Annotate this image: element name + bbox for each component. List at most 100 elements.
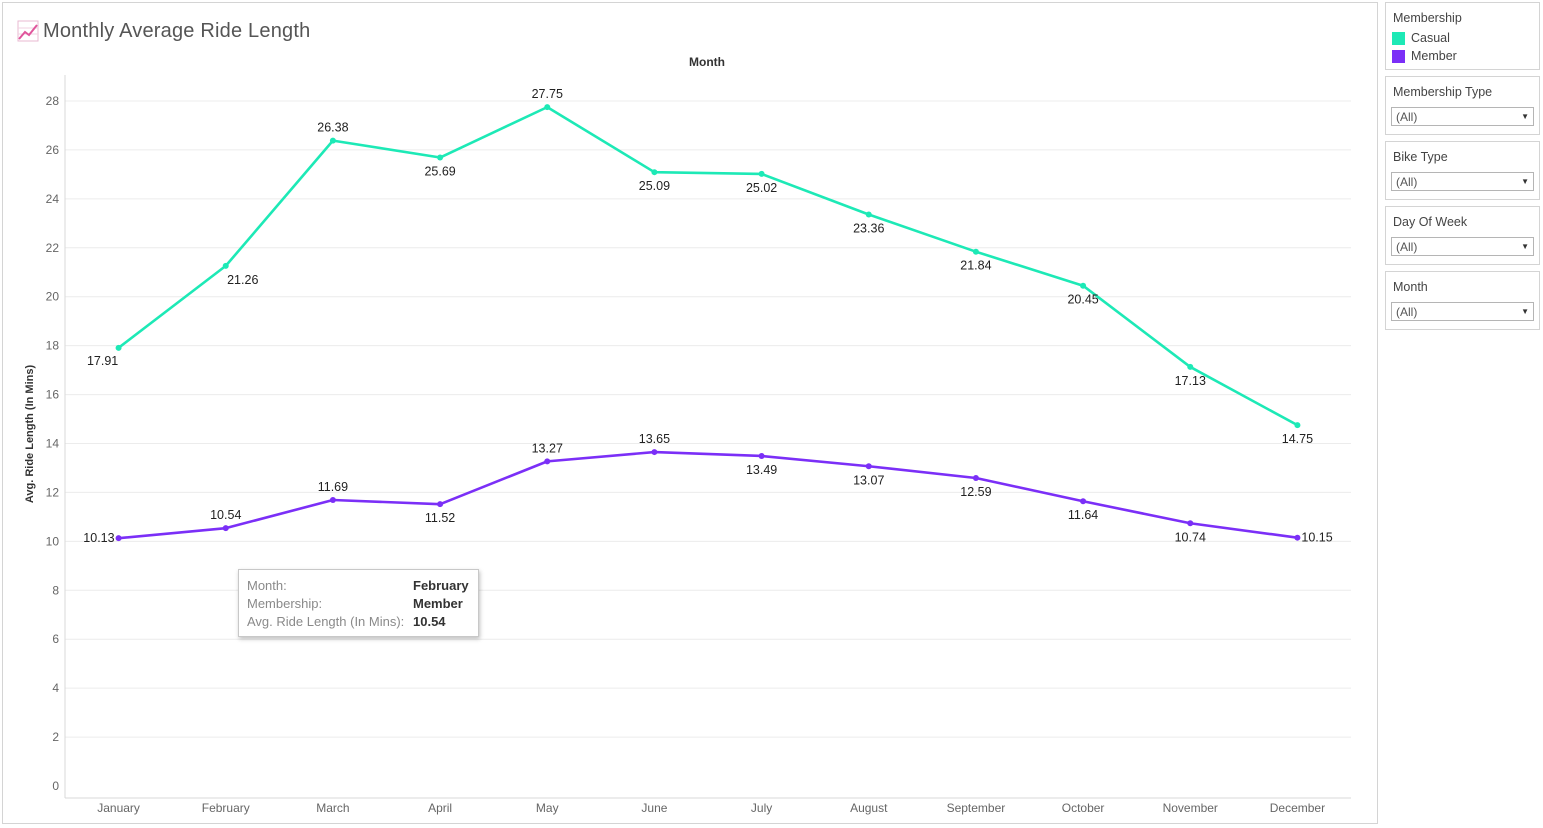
- data-point-casual[interactable]: [329, 137, 336, 144]
- tooltip-value: Member: [413, 596, 463, 611]
- bike-type-dropdown[interactable]: (All) ▼: [1391, 172, 1534, 191]
- data-label-casual: 17.91: [87, 354, 118, 368]
- data-label-member: 13.49: [746, 463, 777, 477]
- data-point-member[interactable]: [437, 501, 444, 508]
- x-tick-label: June: [641, 801, 667, 815]
- x-tick-label: February: [202, 801, 250, 815]
- chevron-down-icon: ▼: [1521, 242, 1529, 251]
- data-point-member[interactable]: [758, 452, 765, 459]
- legend-title: Membership: [1393, 11, 1462, 25]
- data-label-casual: 25.69: [424, 165, 455, 179]
- data-point-casual[interactable]: [437, 154, 444, 161]
- filter-title: Month: [1393, 280, 1428, 294]
- series-lines: [117, 105, 1299, 540]
- data-point-casual[interactable]: [1187, 363, 1194, 370]
- tooltip-value: February: [413, 578, 469, 593]
- data-label-casual: 17.13: [1175, 374, 1206, 388]
- data-label-casual: 20.45: [1067, 293, 1098, 307]
- title-row: Monthly Average Ride Length: [17, 17, 310, 45]
- data-point-casual[interactable]: [544, 104, 551, 111]
- x-tick-label: May: [536, 801, 559, 815]
- x-tick-label: March: [316, 801, 349, 815]
- series-line-member: [118, 450, 1298, 540]
- data-point-casual[interactable]: [972, 248, 979, 255]
- data-point-member[interactable]: [222, 525, 229, 532]
- data-labels: 17.91 21.26 26.38 25.69 27.75 25.09 25.02 23.36…: [83, 87, 1332, 545]
- data-point-member[interactable]: [865, 463, 872, 470]
- data-point-member[interactable]: [651, 449, 658, 456]
- filter-title: Bike Type: [1393, 150, 1448, 164]
- filter-membership-type: Membership Type (All) ▼: [1385, 76, 1540, 135]
- x-tick-label: August: [850, 801, 888, 815]
- data-point-casual[interactable]: [115, 344, 122, 351]
- axes: [64, 75, 1351, 799]
- y-tick-label: 20: [46, 290, 60, 304]
- dropdown-value: (All): [1396, 174, 1418, 189]
- legend-item-member[interactable]: Member: [1386, 47, 1539, 65]
- tooltip-row-ride-length: Avg. Ride Length (In Mins): 10.54: [247, 613, 470, 631]
- data-label-member: 11.69: [318, 480, 348, 494]
- data-point-casual[interactable]: [1294, 422, 1301, 429]
- data-label-member: 13.07: [853, 473, 884, 487]
- data-point-member[interactable]: [329, 497, 336, 504]
- y-tick-label: 16: [46, 388, 60, 402]
- data-point-casual[interactable]: [865, 211, 872, 218]
- dropdown-value: (All): [1396, 239, 1418, 254]
- data-point-casual[interactable]: [651, 169, 658, 176]
- data-label-member: 13.27: [532, 441, 563, 455]
- data-point-member[interactable]: [972, 474, 979, 481]
- side-panel: Membership Casual Member Membership Type…: [1385, 2, 1540, 336]
- membership-type-dropdown[interactable]: (All) ▼: [1391, 107, 1534, 126]
- y-tick-label: 12: [46, 485, 60, 499]
- data-point-member[interactable]: [1080, 498, 1087, 505]
- x-tick-label: April: [428, 801, 452, 815]
- month-dropdown[interactable]: (All) ▼: [1391, 302, 1534, 321]
- data-label-member: 10.54: [210, 508, 241, 522]
- tooltip-row-membership: Membership: Member: [247, 595, 470, 613]
- data-label-member: 13.65: [639, 432, 670, 446]
- filter-month: Month (All) ▼: [1385, 271, 1540, 330]
- data-point-casual[interactable]: [222, 262, 229, 269]
- legend-card: Membership Casual Member: [1385, 2, 1540, 70]
- data-point-member[interactable]: [115, 535, 122, 542]
- x-tick-label: January: [97, 801, 140, 815]
- data-point-member[interactable]: [544, 458, 551, 465]
- y-tick-label: 26: [46, 143, 60, 157]
- tooltip-key: Membership:: [247, 596, 323, 611]
- y-tick-label: 4: [52, 681, 59, 695]
- day-of-week-dropdown[interactable]: (All) ▼: [1391, 237, 1534, 256]
- legend-swatch-member: [1392, 49, 1405, 63]
- data-label-member: 11.52: [425, 511, 455, 525]
- x-tick-label: July: [751, 801, 772, 815]
- series-points: [115, 104, 1301, 542]
- data-label-casual: 21.84: [960, 259, 991, 273]
- series-line-casual: [117, 105, 1299, 427]
- y-tick-label: 8: [52, 583, 59, 597]
- legend-label: Casual: [1411, 31, 1450, 45]
- chart-worksheet: Monthly Average Ride Length 0 2 4 6 8 10 12 14 1…: [2, 2, 1378, 824]
- data-point-member[interactable]: [1187, 520, 1194, 527]
- tooltip-key: Avg. Ride Length (In Mins):: [247, 614, 405, 629]
- x-tick-label: October: [1062, 801, 1105, 815]
- y-tick-label: 10: [46, 534, 60, 548]
- x-tick-label: December: [1270, 801, 1325, 815]
- data-point-casual[interactable]: [758, 170, 765, 177]
- y-tick-label: 0: [52, 779, 59, 793]
- data-label-casual: 25.02: [746, 181, 777, 195]
- filter-bike-type: Bike Type (All) ▼: [1385, 141, 1540, 200]
- data-point-casual[interactable]: [1080, 282, 1087, 289]
- data-label-member: 12.59: [960, 485, 991, 499]
- dropdown-value: (All): [1396, 304, 1418, 319]
- data-label-casual: 27.75: [532, 87, 563, 101]
- legend-item-casual[interactable]: Casual: [1386, 29, 1539, 47]
- column-header: Month: [689, 55, 725, 69]
- data-point-member[interactable]: [1294, 534, 1301, 541]
- filter-title: Day Of Week: [1393, 215, 1468, 229]
- tooltip-value: 10.54: [413, 614, 446, 629]
- data-label-member: 10.15: [1301, 531, 1332, 545]
- chevron-down-icon: ▼: [1521, 307, 1529, 316]
- x-tick-label: November: [1163, 801, 1218, 815]
- data-label-member: 10.74: [1175, 530, 1206, 544]
